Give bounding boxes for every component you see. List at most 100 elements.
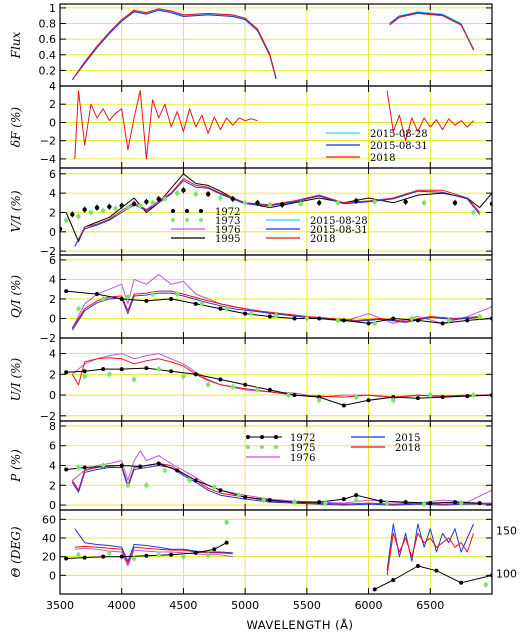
y-tick-label: 6	[49, 168, 56, 181]
y-axis-label-dflux: δF (%)	[9, 107, 23, 147]
point-1975	[76, 552, 81, 557]
point-1973	[125, 205, 131, 210]
point-1972	[101, 367, 106, 372]
point-1972	[428, 501, 433, 506]
series-line-1976	[71, 274, 492, 329]
y-tick-label: −2	[40, 332, 56, 345]
y-tick-label: 4	[49, 348, 56, 361]
legend-label-1973: 1973	[215, 216, 240, 227]
x-tick-label: 4000	[108, 599, 136, 612]
point-1972	[243, 311, 248, 316]
y-tick-label: −2	[40, 135, 56, 148]
series-line-2018	[386, 90, 474, 142]
point-1973	[150, 291, 155, 297]
point-1972	[82, 369, 87, 374]
point-1975	[421, 501, 427, 507]
point-1972	[403, 199, 408, 205]
point-1972	[193, 550, 198, 555]
point-1972	[341, 318, 346, 323]
point-1973	[113, 206, 118, 211]
legend-swatch-1972	[185, 209, 189, 213]
point-1973	[273, 313, 279, 318]
point-1973	[218, 195, 223, 201]
point-1972	[82, 555, 87, 560]
point-1973	[255, 387, 260, 393]
point-1975	[181, 554, 186, 559]
point-1973	[372, 199, 377, 205]
point-1973	[205, 382, 211, 387]
point-1972	[279, 202, 285, 207]
point-1975	[107, 550, 112, 556]
y-tick-label: 0.2	[39, 64, 57, 77]
point-1973	[354, 394, 359, 400]
y-axis-label-pl: P (%)	[9, 449, 23, 483]
point-1972	[224, 540, 229, 545]
plot-area	[71, 8, 474, 81]
plot-area	[60, 173, 492, 247]
point-1972	[372, 587, 377, 592]
point-1972	[82, 465, 87, 470]
point-1972	[477, 501, 482, 506]
y-tick-label: 0	[49, 116, 56, 129]
legend-label-1995: 1995	[215, 234, 240, 245]
legend-label-1975: 1975	[290, 443, 315, 454]
point-1973	[199, 301, 205, 307]
point-1972	[119, 463, 124, 468]
point-1972	[465, 394, 470, 399]
point-1972	[193, 301, 198, 306]
point-1972	[341, 403, 346, 408]
panel-flux: 0.2 0.4 0.6 0.8 1 Flux	[9, 2, 493, 87]
point-1975	[162, 468, 168, 473]
point-1973	[471, 210, 476, 215]
point-1972	[181, 188, 186, 193]
panel-frame	[59, 509, 493, 595]
point-1972	[391, 578, 396, 582]
point-1973	[446, 318, 451, 323]
point-1972	[144, 553, 149, 558]
x-tick-label: 3500	[46, 599, 74, 612]
y-tick-label: 2	[49, 479, 56, 492]
right-y-tick-label: 100	[496, 567, 517, 580]
series-line-1972	[374, 565, 492, 590]
point-1973	[107, 372, 112, 377]
point-1972	[169, 552, 174, 557]
series-line-2018	[71, 463, 492, 505]
legend-label-2015-08-28: 2015-08-28	[310, 216, 368, 227]
series-line-2015-08-31	[71, 9, 277, 81]
point-1972	[64, 556, 69, 561]
point-1973	[477, 314, 482, 319]
point-1972	[243, 382, 248, 387]
point-1973	[156, 366, 161, 372]
legend-swatch-1972	[274, 435, 278, 439]
plot-area	[74, 90, 474, 160]
point-1975	[76, 465, 81, 470]
point-1972	[415, 396, 420, 401]
point-1972	[119, 203, 124, 208]
point-1973	[131, 377, 137, 382]
series-line-2018	[74, 90, 258, 160]
point-1972	[267, 314, 272, 319]
point-1972	[317, 200, 322, 205]
point-1975	[144, 483, 149, 488]
y-tick-label: 0.8	[39, 18, 57, 31]
point-1972	[131, 201, 137, 206]
y-axis-label-vi: V/I (%)	[9, 190, 23, 232]
point-1972	[317, 395, 322, 400]
point-1972	[465, 318, 470, 323]
x-tick-label: 6500	[416, 599, 444, 612]
point-1973	[76, 306, 81, 311]
point-1972	[366, 321, 371, 326]
legend-swatch-1973	[185, 218, 189, 222]
legend-label-1972: 1972	[290, 433, 315, 444]
point-1972	[218, 488, 223, 493]
y-tick-label: −4	[40, 153, 56, 166]
point-1972	[452, 200, 458, 205]
series-line-2015-08-31	[389, 12, 474, 51]
legend-label-2018: 2018	[395, 443, 420, 454]
point-1972	[144, 366, 149, 371]
point-1973	[428, 392, 433, 398]
point-1973	[150, 200, 155, 205]
point-1973	[298, 201, 303, 206]
series-line-2018	[71, 357, 492, 398]
point-1972	[292, 316, 297, 321]
